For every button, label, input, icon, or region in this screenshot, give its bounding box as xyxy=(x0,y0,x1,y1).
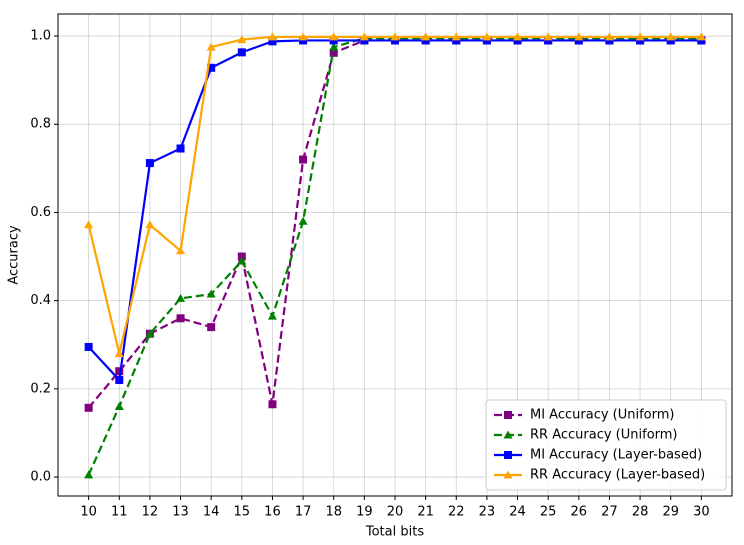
marker xyxy=(84,342,93,351)
marker xyxy=(635,32,645,41)
plot-frame xyxy=(57,13,733,497)
marker xyxy=(329,42,339,51)
x-tick-label: 21 xyxy=(417,505,434,520)
marker xyxy=(543,32,553,41)
marker xyxy=(391,36,399,45)
marker xyxy=(145,220,155,229)
legend-label: RR Accuracy (Layer-based) xyxy=(530,468,705,483)
marker xyxy=(390,32,400,41)
marker xyxy=(114,349,124,358)
y-tick-label: 0.2 xyxy=(30,381,51,396)
marker xyxy=(451,32,461,41)
y-tick-label: 0.8 xyxy=(30,117,51,132)
marker xyxy=(237,35,247,44)
marker xyxy=(452,36,461,45)
legend-label: MI Accuracy (Layer-based) xyxy=(530,448,702,463)
x-tick-label: 14 xyxy=(203,505,220,520)
marker xyxy=(115,367,124,376)
marker xyxy=(666,36,675,45)
x-tick-label: 19 xyxy=(356,505,373,520)
marker xyxy=(207,323,216,332)
marker xyxy=(329,48,338,57)
marker xyxy=(298,32,308,41)
marker xyxy=(268,37,277,46)
y-tick-label: 0.6 xyxy=(30,205,51,220)
marker xyxy=(574,36,583,45)
marker xyxy=(237,48,246,57)
x-tick-label: 18 xyxy=(325,505,342,520)
marker xyxy=(206,42,216,51)
marker xyxy=(84,403,93,412)
x-tick-label: 20 xyxy=(387,505,404,520)
marker xyxy=(329,32,339,41)
marker xyxy=(503,430,513,439)
marker xyxy=(299,36,308,45)
marker xyxy=(636,36,645,45)
x-tick-label: 28 xyxy=(632,505,649,520)
marker xyxy=(666,32,676,41)
y-tick-label: 0.4 xyxy=(30,293,51,308)
marker xyxy=(115,376,124,385)
marker xyxy=(267,32,277,41)
marker xyxy=(504,411,512,419)
marker xyxy=(503,470,513,479)
y-tick-label: 0.0 xyxy=(30,470,51,485)
legend-box xyxy=(485,399,727,491)
marker xyxy=(84,470,94,479)
legend-label: MI Accuracy (Uniform) xyxy=(530,408,675,423)
marker xyxy=(145,329,155,338)
x-tick-label: 29 xyxy=(662,505,679,520)
x-tick-label: 12 xyxy=(142,505,159,520)
marker xyxy=(145,159,154,168)
x-tick-label: 26 xyxy=(571,505,588,520)
marker xyxy=(359,32,369,41)
marker xyxy=(176,246,186,255)
marker xyxy=(421,32,431,41)
marker xyxy=(329,36,338,45)
marker xyxy=(482,32,492,41)
x-tick-label: 17 xyxy=(295,505,312,520)
legend: MI Accuracy (Uniform) RR Accuracy (Unifor… xyxy=(485,399,727,491)
marker xyxy=(237,256,247,265)
legend-label: RR Accuracy (Uniform) xyxy=(530,428,678,443)
marker xyxy=(574,32,584,41)
marker xyxy=(299,155,308,164)
x-tick-label: 25 xyxy=(540,505,557,520)
marker xyxy=(513,32,523,41)
x-tick-label: 23 xyxy=(479,505,496,520)
marker xyxy=(604,32,614,41)
marker xyxy=(513,36,522,45)
x-tick-label: 10 xyxy=(80,505,97,520)
y-axis-label: Accuracy xyxy=(7,225,22,285)
marker xyxy=(696,32,706,41)
marker xyxy=(421,36,430,45)
marker xyxy=(84,220,94,229)
x-tick-label: 22 xyxy=(448,505,465,520)
marker xyxy=(504,451,512,459)
x-tick-label: 15 xyxy=(234,505,251,520)
marker xyxy=(697,36,706,45)
marker xyxy=(298,216,308,225)
marker xyxy=(176,314,185,323)
marker xyxy=(482,36,491,45)
marker xyxy=(176,293,186,302)
marker xyxy=(267,311,277,320)
marker xyxy=(360,36,369,45)
x-tick-label: 11 xyxy=(111,505,128,520)
marker xyxy=(544,36,553,45)
x-tick-label: 16 xyxy=(264,505,281,520)
marker xyxy=(605,36,614,45)
y-tick-label: 1.0 xyxy=(30,29,51,44)
x-tick-label: 24 xyxy=(509,505,526,520)
marker xyxy=(176,144,185,153)
marker xyxy=(206,289,216,298)
marker xyxy=(114,401,124,410)
marker xyxy=(268,400,277,409)
x-tick-label: 27 xyxy=(601,505,618,520)
marker xyxy=(207,63,216,72)
x-axis-label: Total bits xyxy=(365,525,424,540)
x-tick-label: 13 xyxy=(172,505,189,520)
x-tick-label: 30 xyxy=(693,505,710,520)
